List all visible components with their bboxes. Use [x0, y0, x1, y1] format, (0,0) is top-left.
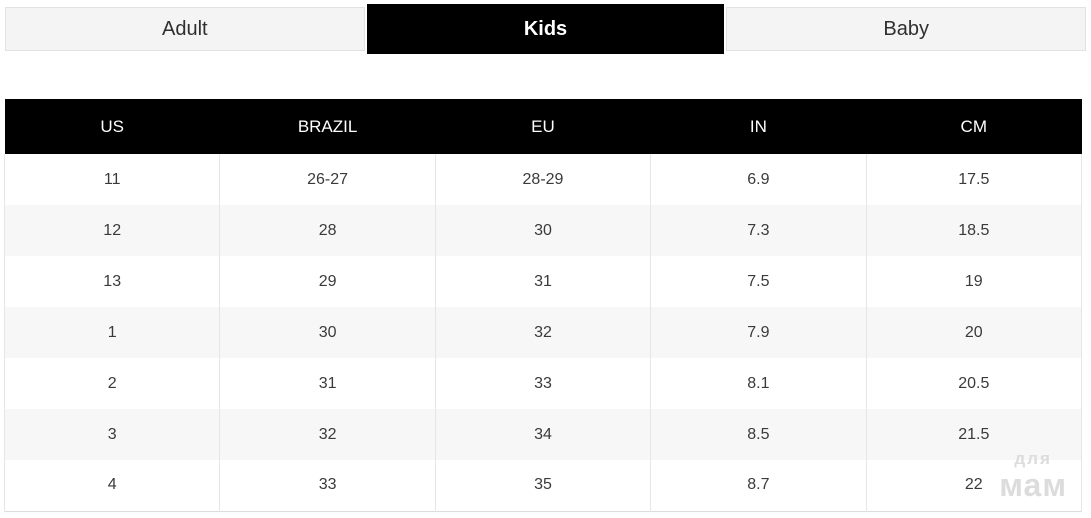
table-cell: 31: [219, 358, 436, 409]
table-cell: 26-27: [219, 154, 436, 205]
table-row: 13 29 31 7.5 19: [3, 256, 1083, 307]
table-cell: 22: [865, 460, 1083, 511]
table-cell: 17.5: [865, 154, 1083, 205]
table-row: 4 33 35 8.7 22: [3, 460, 1083, 511]
table-cell: 8.5: [650, 409, 867, 460]
column-header: EU: [435, 99, 651, 154]
table-cell: 8.7: [650, 460, 867, 511]
table-cell: 7.5: [650, 256, 867, 307]
table-cell: 28-29: [434, 154, 651, 205]
table-cell: 30: [219, 307, 436, 358]
table-cell: 34: [434, 409, 651, 460]
header-row: US BRAZIL EU IN CM: [4, 99, 1082, 154]
table-row: 1 30 32 7.9 20: [3, 307, 1083, 358]
table-row: 12 28 30 7.3 18.5: [3, 205, 1083, 256]
tab-adult[interactable]: Adult: [5, 7, 365, 51]
table-cell: 32: [434, 307, 651, 358]
size-category-tabs: Adult Kids Baby: [5, 4, 1087, 54]
table-row: 2 31 33 8.1 20.5: [3, 358, 1083, 409]
table-cell: 13: [3, 256, 220, 307]
size-chart-header: US BRAZIL EU IN CM: [4, 99, 1082, 154]
table-cell: 7.3: [650, 205, 867, 256]
table-row: 11 26-27 28-29 6.9 17.5: [3, 154, 1083, 205]
tab-baby[interactable]: Baby: [726, 7, 1087, 51]
table-cell: 20: [865, 307, 1083, 358]
table-cell: 6.9: [650, 154, 867, 205]
table-cell: 21.5: [865, 409, 1083, 460]
table-cell: 12: [3, 205, 220, 256]
size-chart-body: 11 26-27 28-29 6.9 17.5 12 28 30 7.3 18.5 13 29 31 7.…: [3, 154, 1083, 511]
table-cell: 29: [219, 256, 436, 307]
table-cell: 18.5: [865, 205, 1083, 256]
table-cell: 20.5: [865, 358, 1083, 409]
column-header: CM: [866, 99, 1082, 154]
table-cell: 1: [3, 307, 220, 358]
table-cell: 3: [3, 409, 220, 460]
table-cell: 4: [3, 460, 220, 511]
table-cell: 30: [434, 205, 651, 256]
table-cell: 28: [219, 205, 436, 256]
table-cell: 7.9: [650, 307, 867, 358]
table-cell: 11: [3, 154, 220, 205]
table-cell: 33: [434, 358, 651, 409]
tab-kids[interactable]: Kids: [366, 4, 725, 54]
table-cell: 8.1: [650, 358, 867, 409]
table-cell: 2: [3, 358, 220, 409]
column-header: BRAZIL: [219, 99, 436, 154]
table-cell: 19: [865, 256, 1083, 307]
column-header: IN: [650, 99, 867, 154]
table-cell: 33: [219, 460, 436, 511]
table-cell: 32: [219, 409, 436, 460]
table-row: 3 32 34 8.5 21.5: [3, 409, 1083, 460]
table-cell: 35: [434, 460, 651, 511]
size-chart-table: US BRAZIL EU IN CM 11 26-27 28-29 6.9 17.5 12 28 30…: [3, 99, 1083, 512]
table-cell: 31: [434, 256, 651, 307]
column-header: US: [4, 99, 220, 154]
